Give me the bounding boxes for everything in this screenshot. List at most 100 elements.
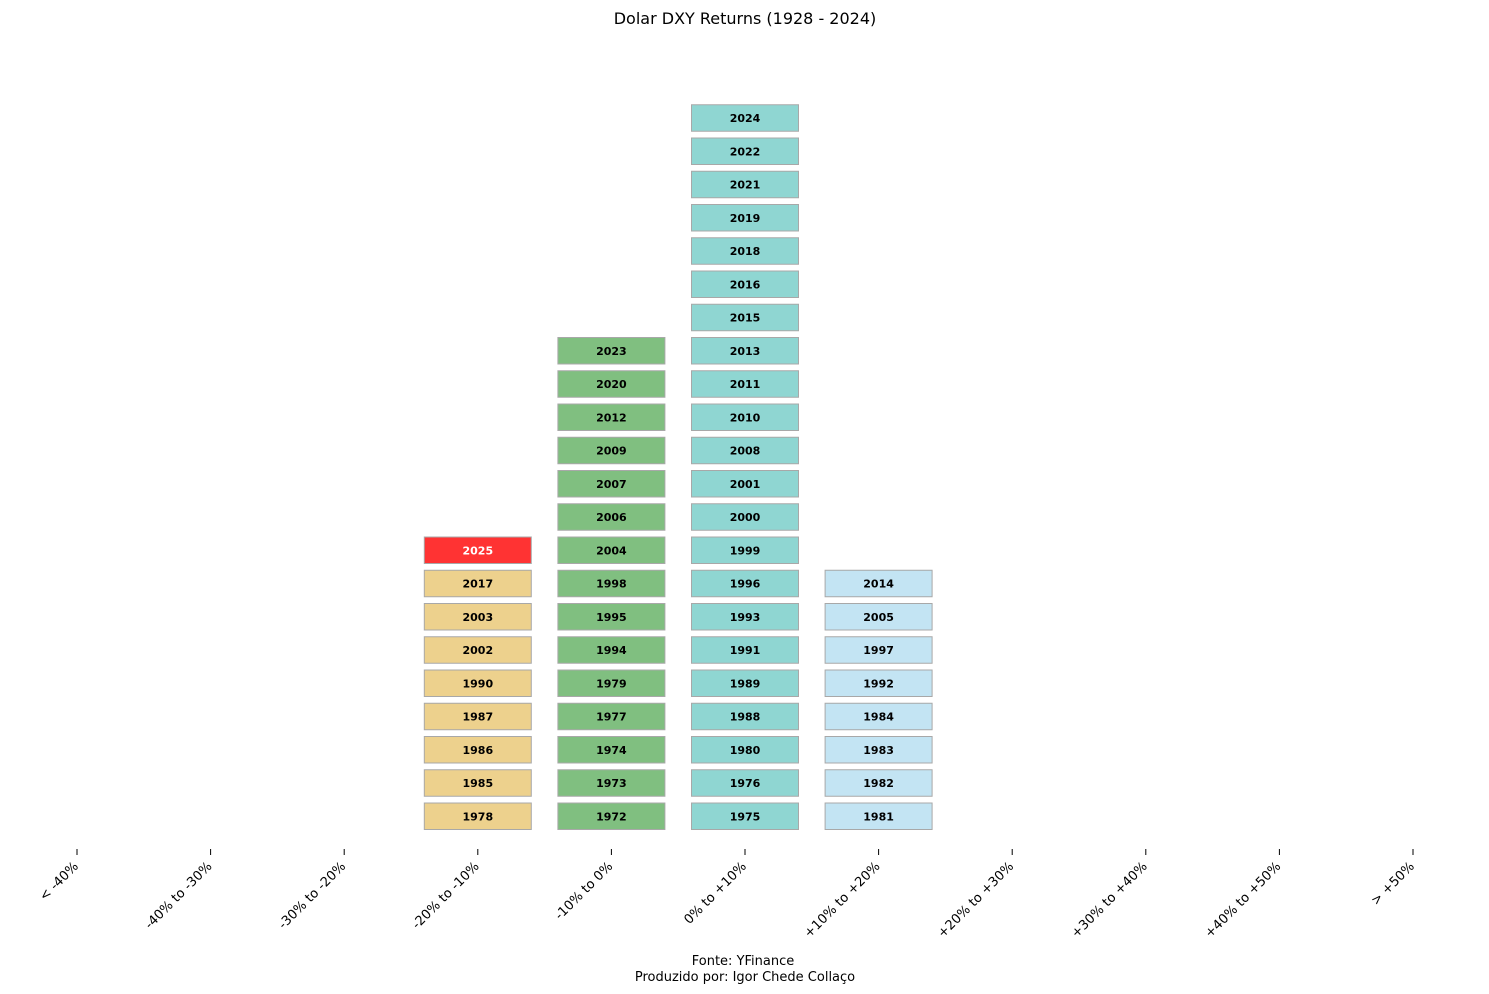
footer-author: Produzido por: Igor Chede Collaço [635, 970, 855, 985]
year-box: 1975 [691, 802, 799, 830]
year-box: 1999 [691, 536, 799, 564]
year-box: 1993 [691, 603, 799, 631]
x-tick-label: -30% to -20% [276, 859, 349, 932]
year-box-rect [824, 702, 933, 731]
year-label: 2021 [730, 179, 761, 192]
year-box: 2025 [423, 536, 532, 564]
year-box: 2009 [557, 436, 666, 465]
year-box-rect [691, 802, 799, 830]
year-label: 1974 [596, 744, 627, 757]
year-label: 1990 [462, 677, 493, 690]
x-tick-label: < -40% [37, 859, 82, 904]
year-box: 2013 [691, 337, 799, 365]
year-box: 2010 [691, 403, 799, 431]
year-label: 1989 [730, 677, 761, 690]
year-label: 2009 [596, 445, 627, 458]
year-label: 2023 [596, 345, 627, 358]
year-label: 2017 [462, 578, 493, 591]
year-box-rect [557, 603, 666, 631]
year-label: 1975 [730, 810, 761, 823]
year-label: 2024 [730, 112, 761, 125]
year-label: 1981 [863, 810, 894, 823]
year-box: 1980 [691, 736, 799, 764]
year-box: 1982 [824, 769, 933, 797]
year-box: 1986 [423, 736, 532, 764]
chart-title: Dolar DXY Returns (1928 - 2024) [614, 9, 877, 28]
x-tick-label: +40% to +50% [1202, 859, 1284, 941]
year-box-rect [691, 569, 799, 598]
year-box-rect [691, 702, 799, 731]
year-label: 2001 [730, 478, 761, 491]
year-box-rect [557, 536, 666, 564]
year-label: 1994 [596, 644, 627, 657]
year-box-rect [691, 736, 799, 764]
year-label: 1996 [730, 578, 761, 591]
year-label: 1972 [596, 810, 627, 823]
year-box-rect [691, 436, 799, 465]
year-box: 2014 [824, 569, 933, 598]
year-box-rect [691, 503, 799, 531]
year-box-rect [824, 802, 933, 830]
year-box-rect [557, 436, 666, 465]
year-label: 1983 [863, 744, 894, 757]
x-tick-label: 0% to +10% [681, 859, 749, 927]
year-box-rect [824, 569, 933, 598]
year-box-rect [557, 702, 666, 731]
year-label: 2015 [730, 312, 761, 325]
year-box-rect [423, 569, 532, 598]
year-box-rect [691, 337, 799, 365]
year-box: 2004 [557, 536, 666, 564]
x-tick-label: +10% to +20% [801, 859, 883, 941]
year-box: 1978 [423, 802, 532, 830]
year-box-rect [423, 669, 532, 697]
year-box: 2011 [691, 370, 799, 398]
year-label: 2022 [730, 145, 761, 158]
year-label: 1978 [462, 810, 493, 823]
year-box-rect [824, 669, 933, 697]
year-label: 1985 [462, 777, 493, 790]
year-box: 2019 [691, 204, 799, 232]
year-label: 2000 [730, 511, 761, 524]
year-label: 2020 [596, 378, 627, 391]
year-box: 2007 [557, 470, 666, 498]
year-box-rect [423, 769, 532, 797]
year-box-rect [557, 802, 666, 830]
year-box-rect [824, 636, 933, 664]
x-axis: < -40% -40% to -30% -30% to -20% -20% to -1… [37, 849, 1418, 941]
year-box-rect [423, 636, 532, 664]
year-box: 2017 [423, 569, 532, 598]
year-box: 1996 [691, 569, 799, 598]
year-label: 2018 [730, 245, 761, 258]
year-label: 1987 [462, 711, 493, 724]
year-box-rect [691, 403, 799, 431]
year-box: 1998 [557, 569, 666, 598]
year-label: 2025 [462, 544, 493, 557]
year-box: 2024 [691, 104, 799, 132]
year-label: 2005 [863, 611, 894, 624]
year-box-rect [423, 802, 532, 830]
year-box: 1987 [423, 702, 532, 731]
year-label: 2008 [730, 445, 761, 458]
year-label: 2013 [730, 345, 761, 358]
year-box: 2002 [423, 636, 532, 664]
x-tick-label: -40% to -30% [142, 859, 215, 932]
year-box: 1995 [557, 603, 666, 631]
year-label: 1999 [730, 544, 761, 557]
x-tick-label: +20% to +30% [935, 859, 1017, 941]
year-label: 1998 [596, 578, 627, 591]
year-box: 1977 [557, 702, 666, 731]
year-label: 2011 [730, 378, 761, 391]
year-label: 2012 [596, 411, 627, 424]
year-label: 2003 [462, 611, 493, 624]
year-label: 1995 [596, 611, 627, 624]
year-box: 2021 [691, 170, 799, 199]
year-box: 1994 [557, 636, 666, 664]
year-box-rect [557, 503, 666, 531]
year-box-rect [557, 669, 666, 697]
year-box: 2000 [691, 503, 799, 531]
year-box-rect [691, 237, 799, 265]
year-label: 1980 [730, 744, 761, 757]
year-box-rect [557, 370, 666, 398]
year-box-rect [691, 204, 799, 232]
